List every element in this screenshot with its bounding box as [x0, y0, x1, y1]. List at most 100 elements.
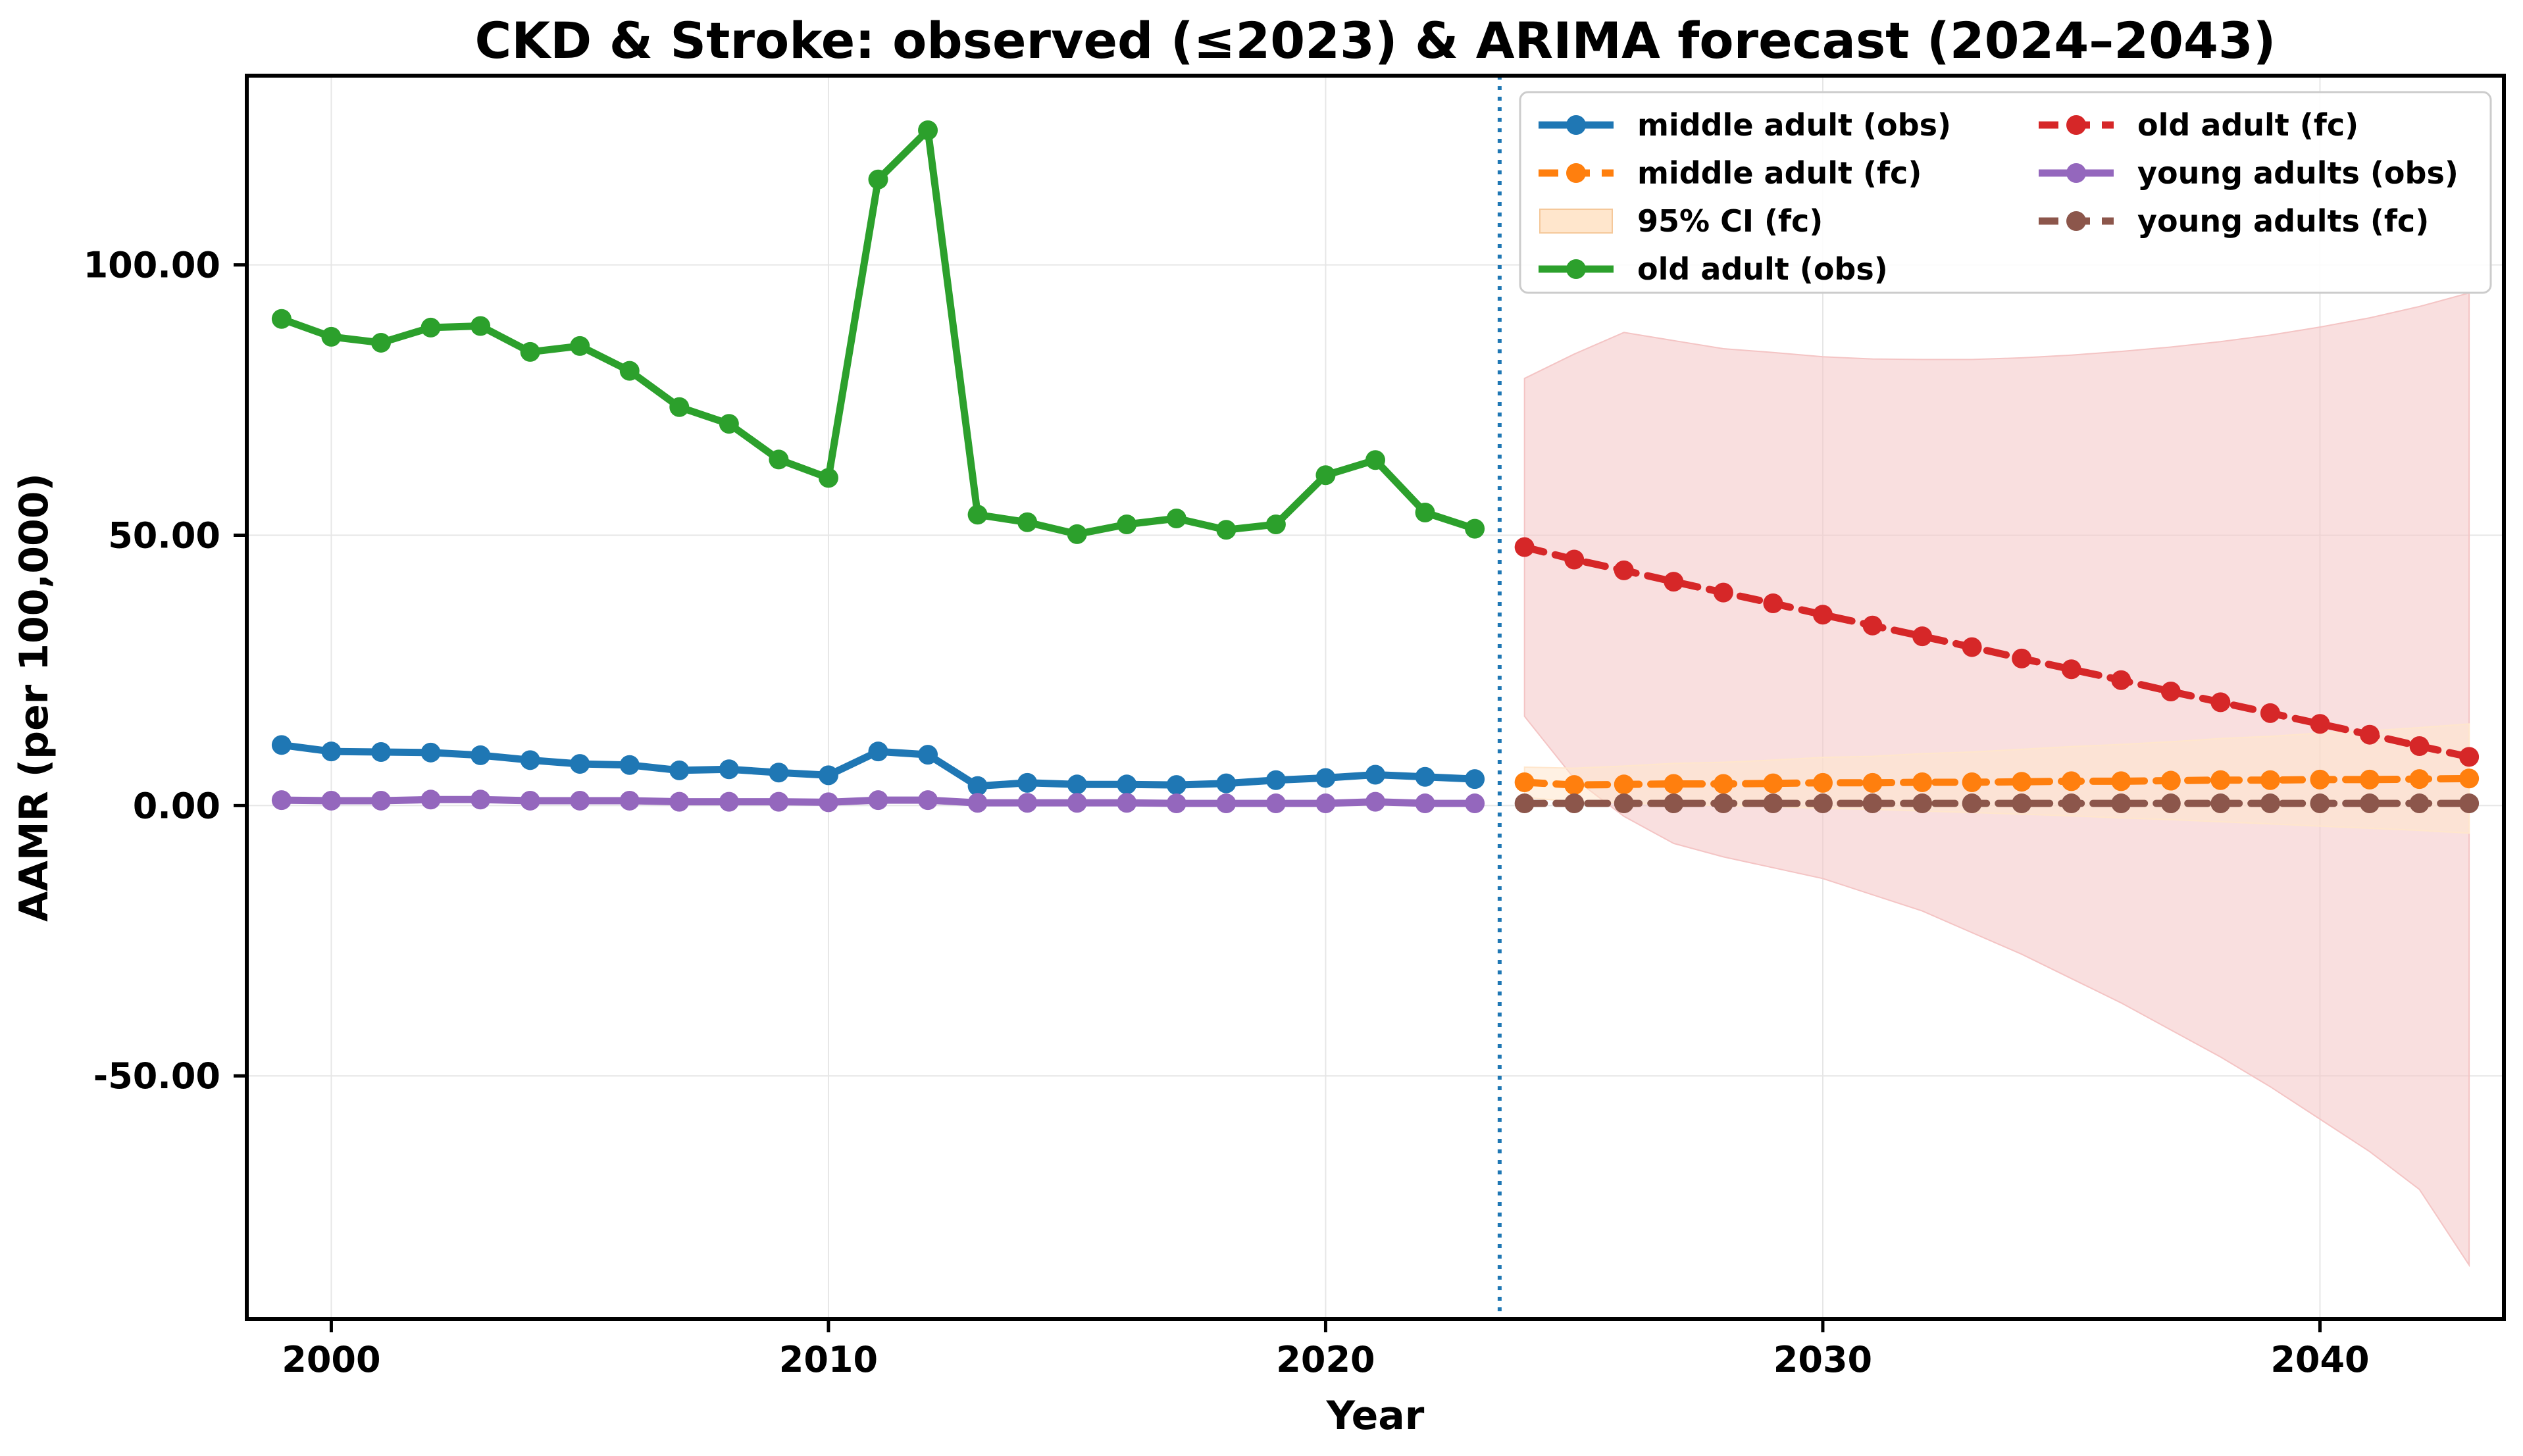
- data-point: [619, 755, 640, 775]
- legend-entry: 95% CI (fc): [1539, 203, 1823, 239]
- data-point: [1862, 793, 1883, 814]
- data-point: [1763, 773, 1783, 793]
- data-point: [619, 361, 640, 381]
- data-point: [471, 745, 491, 765]
- legend-entry: middle adult (fc): [1539, 155, 1922, 191]
- data-point: [1117, 515, 1137, 535]
- data-point: [2360, 769, 2380, 790]
- data-point: [271, 790, 292, 811]
- data-point: [1415, 766, 1435, 787]
- x-axis-ticks: 2000 2010 2020 2030 2040: [282, 1319, 2370, 1380]
- data-point: [2111, 793, 2131, 814]
- data-point: [1315, 465, 1336, 486]
- data-point: [1514, 793, 1535, 814]
- data-point: [2360, 724, 2380, 745]
- data-point: [1713, 774, 1733, 794]
- data-point: [1962, 772, 1982, 793]
- data-point: [1912, 772, 1933, 793]
- series-middle-adult-obs-: [271, 735, 1485, 796]
- data-point: [1216, 520, 1236, 540]
- data-point: [1812, 772, 1833, 793]
- data-point: [370, 332, 391, 353]
- data-point: [2012, 648, 2032, 668]
- data-point: [1564, 549, 1585, 570]
- data-point: [2260, 703, 2280, 723]
- data-point: [1664, 774, 1684, 794]
- legend-marker: [2066, 115, 2086, 135]
- data-point: [818, 765, 838, 786]
- legend-label: young adults (obs): [2137, 155, 2459, 191]
- data-point: [669, 791, 690, 812]
- data-point: [570, 790, 590, 811]
- data-point: [1067, 524, 1087, 544]
- legend-marker: [2066, 211, 2086, 231]
- x-tick-label: 2040: [2270, 1339, 2369, 1380]
- data-point: [520, 790, 540, 811]
- data-point: [1216, 793, 1236, 814]
- data-point: [2160, 770, 2181, 791]
- data-point: [2061, 659, 2081, 680]
- x-tick-label: 2030: [1773, 1339, 1872, 1380]
- x-tick-label: 2010: [779, 1339, 878, 1380]
- data-point: [719, 791, 739, 812]
- data-point: [1465, 769, 1485, 790]
- data-point: [2310, 714, 2330, 734]
- y-axis-ticks: -50.00 0.00 50.00 100.00: [84, 245, 247, 1097]
- legend-marker: [1566, 115, 1586, 135]
- data-point: [1713, 582, 1733, 603]
- legend-entry: old adult (fc): [2039, 107, 2358, 143]
- legend-entry: young adults (fc): [2039, 203, 2429, 239]
- data-point: [1962, 637, 1982, 657]
- data-point: [2160, 793, 2181, 814]
- data-point: [2210, 793, 2231, 814]
- data-point: [2210, 692, 2231, 713]
- data-point: [321, 741, 342, 762]
- series-old-adult-fc-: [1514, 537, 2480, 767]
- data-point: [1564, 775, 1585, 795]
- data-point: [2459, 793, 2480, 814]
- legend-label: middle adult (fc): [1637, 155, 1922, 191]
- data-point: [420, 790, 441, 810]
- data-point: [420, 742, 441, 763]
- x-axis-label: Year: [1326, 1393, 1425, 1439]
- legend: middle adult (obs) middle adult (fc) 95% C…: [1519, 91, 2492, 294]
- data-point: [1962, 793, 1982, 814]
- series-young-adults-obs-: [271, 790, 1485, 814]
- data-point: [967, 793, 988, 813]
- series-young-adults-fc-: [1514, 793, 2480, 814]
- data-point: [370, 790, 391, 811]
- legend-entry: middle adult (obs): [1539, 107, 1951, 143]
- plot-frame: [245, 74, 2506, 1321]
- legend-swatch: [1539, 209, 1613, 234]
- legend-label: 95% CI (fc): [1637, 203, 1823, 239]
- data-point: [1117, 793, 1137, 813]
- data-point: [1862, 615, 1883, 636]
- data-point: [669, 397, 690, 417]
- data-point: [918, 745, 938, 765]
- data-point: [1365, 791, 1385, 812]
- data-point: [1514, 772, 1535, 793]
- data-point: [1664, 793, 1684, 814]
- y-tick-label: 100.00: [84, 245, 220, 286]
- data-point: [619, 790, 640, 811]
- data-point: [1265, 515, 1286, 535]
- data-point: [2459, 747, 2480, 767]
- data-point: [1117, 774, 1137, 795]
- series-middle-adult-fc-: [1514, 768, 2480, 795]
- data-point: [1465, 518, 1485, 539]
- legend-marker: [1566, 259, 1586, 279]
- data-point: [2111, 670, 2131, 690]
- data-point: [1912, 793, 1933, 814]
- data-point: [1862, 772, 1883, 793]
- data-point: [2012, 793, 2032, 814]
- data-point: [1614, 560, 1634, 580]
- data-point: [2260, 793, 2280, 814]
- data-point: [1763, 593, 1783, 614]
- data-point: [1812, 605, 1833, 625]
- data-point: [967, 505, 988, 525]
- data-point: [918, 120, 938, 140]
- series: [271, 120, 2480, 814]
- data-point: [1564, 793, 1585, 814]
- data-point: [1614, 774, 1634, 795]
